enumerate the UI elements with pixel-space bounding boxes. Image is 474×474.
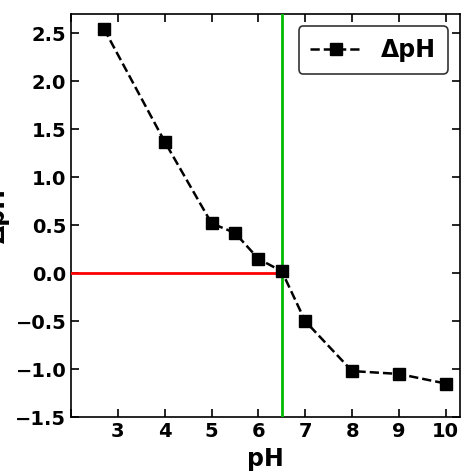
Legend: ΔpH: ΔpH (299, 26, 448, 73)
ΔpH (255, 256, 261, 262)
ΔpH (232, 230, 238, 236)
ΔpH (279, 268, 285, 274)
ΔpH (396, 371, 402, 377)
ΔpH (101, 26, 107, 31)
Line: ΔpH: ΔpH (98, 22, 452, 390)
Y-axis label: ΔpH: ΔpH (0, 188, 9, 243)
ΔpH (349, 368, 355, 374)
ΔpH (209, 220, 214, 226)
ΔpH (302, 319, 308, 324)
X-axis label: pH: pH (247, 447, 284, 471)
ΔpH (162, 139, 168, 145)
ΔpH (443, 381, 448, 386)
